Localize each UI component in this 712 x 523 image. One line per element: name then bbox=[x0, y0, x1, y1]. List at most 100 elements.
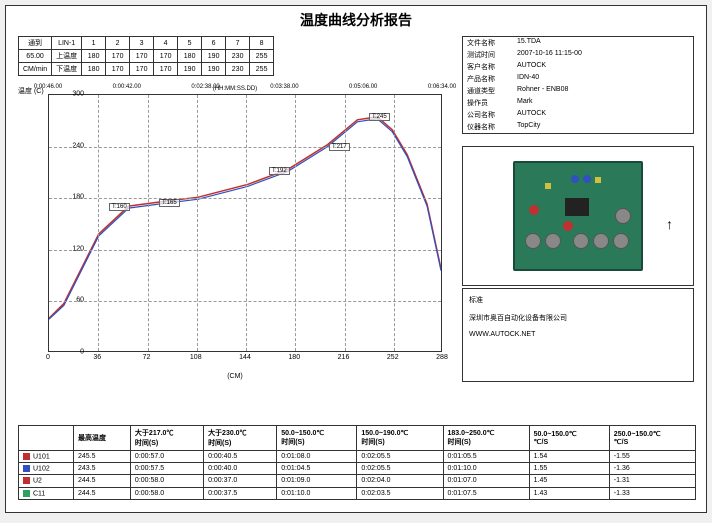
chart-annotation: T:160 bbox=[109, 203, 130, 211]
zone-cell: 2 bbox=[106, 37, 130, 50]
zone-cell: 190 bbox=[202, 63, 226, 76]
x-tick-label: 180 bbox=[288, 354, 300, 361]
info-label: 通道类型 bbox=[467, 86, 517, 96]
arrow-icon: ↑ bbox=[666, 216, 673, 232]
results-header: 大于230.0℃ 时间(S) bbox=[204, 425, 277, 450]
x-axis-title: (CM) bbox=[227, 373, 243, 380]
results-cell: 0:01:10.0 bbox=[277, 487, 357, 499]
info-label: 公司名称 bbox=[467, 110, 517, 120]
info-label: 文件名称 bbox=[467, 38, 517, 48]
zone-cell: 180 bbox=[82, 63, 106, 76]
x-tick-label: 216 bbox=[338, 354, 350, 361]
pcb-board bbox=[513, 161, 643, 271]
zone-cell: 255 bbox=[250, 63, 274, 76]
x-tick-label: 252 bbox=[387, 354, 399, 361]
info-label: 测试时间 bbox=[467, 50, 517, 60]
chart-annotation: T:192 bbox=[269, 167, 290, 175]
results-cell: 0:00:37.5 bbox=[204, 487, 277, 499]
results-cell: 244.5 bbox=[73, 487, 130, 499]
results-row: U101245.50:00:57.00:00:40.50:01:08.00:02… bbox=[19, 450, 696, 462]
results-cell: 0:02:04.0 bbox=[357, 475, 443, 487]
results-cell: 0:00:57.0 bbox=[130, 450, 203, 462]
results-cell: 0:01:09.0 bbox=[277, 475, 357, 487]
results-cell: -1.31 bbox=[609, 475, 695, 487]
zone-cell: 190 bbox=[178, 63, 202, 76]
chart-area: 温度 (C) (HH:MM:SS.DD) T:160T:165T:192T:21… bbox=[18, 84, 452, 382]
zone-cell: CM/min bbox=[19, 63, 52, 76]
zone-cell: 7 bbox=[226, 37, 250, 50]
y-tick-label: 60 bbox=[76, 297, 84, 304]
series-label: U102 bbox=[33, 465, 50, 472]
y-tick-label: 180 bbox=[72, 194, 84, 201]
zone-cell: 170 bbox=[106, 63, 130, 76]
report-title: 温度曲线分析报告 bbox=[6, 6, 706, 34]
results-cell: 0:02:03.5 bbox=[357, 487, 443, 499]
info-label: 产品名称 bbox=[467, 74, 517, 84]
series-label: U101 bbox=[33, 453, 50, 460]
info-label: 仪器名称 bbox=[467, 122, 517, 132]
report-page: 温度曲线分析报告 通到LIN-11234567865.00上温度18017017… bbox=[5, 5, 707, 513]
info-value: IDN-40 bbox=[517, 74, 539, 84]
x-tick-label: 72 bbox=[143, 354, 151, 361]
info-box: 文件名称15.TDA测试时间2007-10-16 11:15-00客户名称AUT… bbox=[462, 36, 694, 134]
results-header: 50.0~150.0℃ 时间(S) bbox=[277, 425, 357, 450]
zone-cell: 230 bbox=[226, 50, 250, 63]
results-header: 最高温度 bbox=[73, 425, 130, 450]
info-value: AUTOCK bbox=[517, 62, 546, 72]
results-header: 183.0~250.0℃ 时间(S) bbox=[443, 425, 529, 450]
results-cell: -1.36 bbox=[609, 462, 695, 474]
results-header bbox=[19, 425, 74, 450]
results-cell: 1.55 bbox=[529, 462, 609, 474]
results-header: 150.0~190.0℃ 时间(S) bbox=[357, 425, 443, 450]
chart-grid: T:160T:165T:192T:217T:245 bbox=[48, 94, 442, 352]
x-tick-label: 288 bbox=[436, 354, 448, 361]
zone-cell: 230 bbox=[226, 63, 250, 76]
results-cell: 1.43 bbox=[529, 487, 609, 499]
info-row: 产品名称IDN-40 bbox=[463, 73, 693, 85]
info-row: 测试时间2007-10-16 11:15-00 bbox=[463, 49, 693, 61]
y-tick-label: 240 bbox=[72, 142, 84, 149]
zone-cell: 5 bbox=[178, 37, 202, 50]
results-cell: 0:00:58.0 bbox=[130, 475, 203, 487]
results-cell: -1.33 bbox=[609, 487, 695, 499]
pcb-image-box: ↑ bbox=[462, 146, 694, 286]
results-cell: 0:00:40.0 bbox=[204, 462, 277, 474]
info-value: AUTOCK bbox=[517, 110, 546, 120]
zone-cell: 170 bbox=[154, 50, 178, 63]
results-cell: 0:01:10.0 bbox=[443, 462, 529, 474]
results-header: 大于217.0℃ 时间(S) bbox=[130, 425, 203, 450]
info-row: 仪器名称TopCity bbox=[463, 121, 693, 133]
y-tick-label: 120 bbox=[72, 245, 84, 252]
info-row: 操作员Mark bbox=[463, 97, 693, 109]
top-tick-label: 0:06:34.00 bbox=[428, 84, 456, 90]
zone-cell: 6 bbox=[202, 37, 226, 50]
zone-cell: 170 bbox=[130, 63, 154, 76]
series-color-icon bbox=[23, 465, 30, 472]
x-tick-label: 36 bbox=[93, 354, 101, 361]
info-value: TopCity bbox=[517, 122, 540, 132]
zone-cell: 8 bbox=[250, 37, 274, 50]
chart-curves bbox=[49, 95, 441, 351]
top-tick-label: 0:05:06.00 bbox=[349, 84, 377, 90]
zone-cell: 180 bbox=[82, 50, 106, 63]
info-value: Mark bbox=[517, 98, 533, 108]
results-cell: 0:01:07.5 bbox=[443, 487, 529, 499]
x-tick-label: 108 bbox=[190, 354, 202, 361]
results-cell: 243.5 bbox=[73, 462, 130, 474]
zone-cell: 170 bbox=[130, 50, 154, 63]
top-tick-label: 0:02:38.00 bbox=[191, 84, 219, 90]
chart-annotation: T:217 bbox=[329, 143, 350, 151]
results-cell: -1.55 bbox=[609, 450, 695, 462]
info-value: 15.TDA bbox=[517, 38, 541, 48]
zone-cell: 170 bbox=[154, 63, 178, 76]
zone-cell: 1 bbox=[82, 37, 106, 50]
results-cell: 1.45 bbox=[529, 475, 609, 487]
results-cell: 0:00:40.5 bbox=[204, 450, 277, 462]
results-table: 最高温度大于217.0℃ 时间(S)大于230.0℃ 时间(S)50.0~150… bbox=[18, 425, 696, 500]
results-cell: 245.5 bbox=[73, 450, 130, 462]
series-color-icon bbox=[23, 490, 30, 497]
zone-cell: 255 bbox=[250, 50, 274, 63]
info-value: 2007-10-16 11:15-00 bbox=[517, 50, 582, 60]
zone-cell: 4 bbox=[154, 37, 178, 50]
zone-cell: 190 bbox=[202, 50, 226, 63]
